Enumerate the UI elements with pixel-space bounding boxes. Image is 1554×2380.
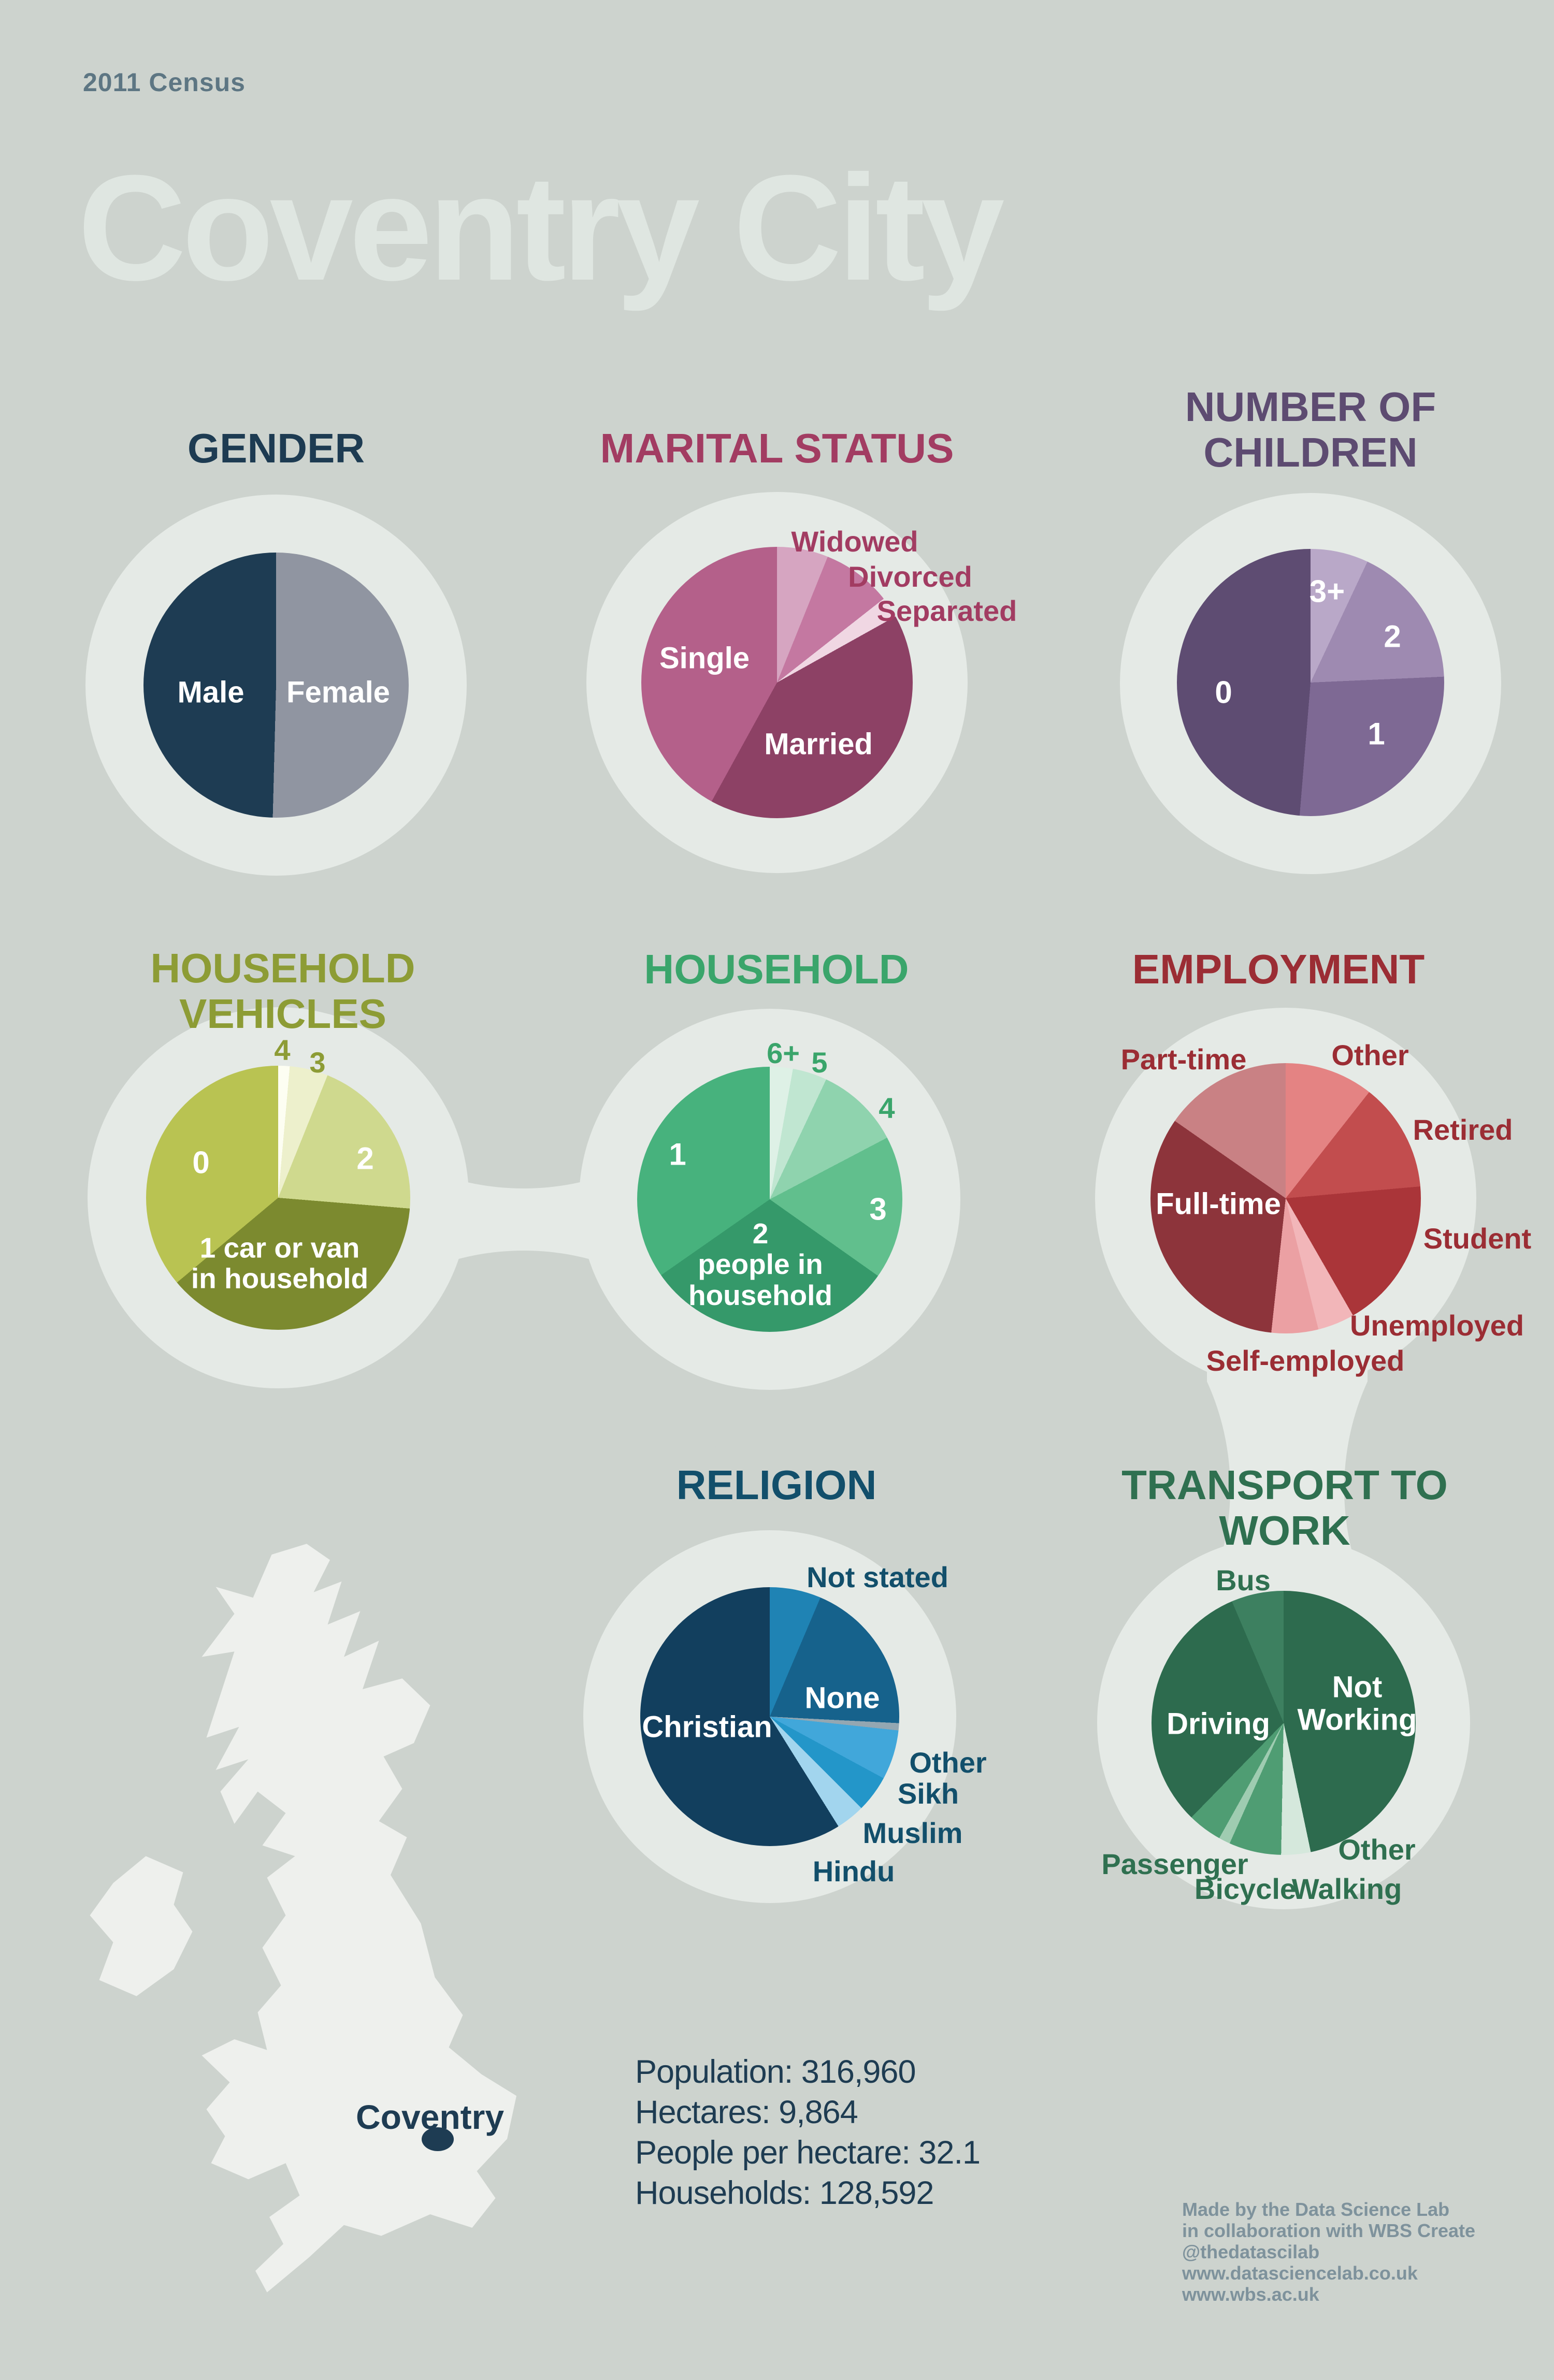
- marital-widowed-label: Widowed: [791, 525, 918, 558]
- census-eyebrow: 2011 Census: [83, 68, 246, 97]
- britain-silhouette: [202, 1544, 516, 2292]
- employment-student-label: Student: [1423, 1222, 1532, 1255]
- transport-walking-label: Walking: [1291, 1872, 1402, 1905]
- religion-notstated-label: Not stated: [807, 1560, 948, 1593]
- employment-fulltime-label: Full-time: [1156, 1187, 1281, 1221]
- marital-divorced-label: Divorced: [848, 560, 972, 593]
- employment-title: EMPLOYMENT: [1132, 946, 1425, 992]
- ireland-silhouette: [90, 1856, 193, 1996]
- children-0-label: 0: [1215, 675, 1232, 710]
- vehicles-0-label: 0: [192, 1145, 210, 1180]
- vehicles-pie: [146, 1066, 410, 1330]
- transport-pie: [1152, 1591, 1416, 1855]
- vehicles-title: HOUSEHOLD VEHICLES: [150, 945, 415, 1037]
- household-2-label: 2 people in household: [688, 1217, 833, 1311]
- transport-bus-label: Bus: [1216, 1563, 1271, 1597]
- credit-line-3: @thedatascilab: [1182, 2241, 1320, 2262]
- transport-other-label: Other: [1338, 1833, 1416, 1866]
- children-1-label: 1: [1368, 716, 1385, 751]
- household-title: HOUSEHOLD: [644, 946, 909, 992]
- religion-hindu-label: Hindu: [812, 1854, 895, 1888]
- vehicles-3-label: 3: [309, 1046, 326, 1079]
- religion-none-label: None: [804, 1681, 880, 1715]
- stat-households: Households: 128,592: [635, 2175, 934, 2211]
- religion-other-label: Other: [909, 1746, 987, 1779]
- uk-map: [90, 1544, 516, 2292]
- children-2-label: 2: [1384, 619, 1401, 654]
- vehicles-4-label: 4: [274, 1033, 291, 1066]
- household-pie: [637, 1067, 902, 1332]
- vehicles-1-label: 1 car or van in household: [191, 1231, 369, 1295]
- stat-density: People per hectare: 32.1: [635, 2135, 981, 2171]
- coventry-map-dot: [422, 2127, 454, 2151]
- household-5-label: 5: [811, 1046, 828, 1079]
- credit-line-4: www.datasciencelab.co.uk: [1182, 2262, 1418, 2284]
- employment-unemployed-label: Unemployed: [1349, 1309, 1524, 1342]
- transport-title: TRANSPORT TO WORK: [1121, 1462, 1448, 1554]
- household-1-label: 1: [669, 1137, 686, 1172]
- page-title: Coventry City: [78, 144, 1004, 312]
- credits-block: Made by the Data Science Lab in collabor…: [1182, 2199, 1475, 2305]
- marital-title: MARITAL STATUS: [600, 425, 954, 471]
- children-3plus-label: 3+: [1309, 574, 1345, 609]
- vehicles-2-label: 2: [356, 1141, 374, 1176]
- stat-hectares: Hectares: 9,864: [635, 2094, 858, 2130]
- credit-line-1: Made by the Data Science Lab: [1182, 2199, 1450, 2220]
- gender-pie: [143, 553, 409, 818]
- employment-pie: [1150, 1063, 1421, 1333]
- transport-passenger-label: Passenger: [1101, 1847, 1248, 1880]
- stat-population: Population: 316,960: [635, 2054, 916, 2090]
- credit-line-2: in collaboration with WBS Create: [1182, 2220, 1476, 2241]
- marital-pie: [641, 547, 913, 818]
- marital-separated-label: Separated: [876, 594, 1017, 627]
- religion-pie: [640, 1587, 899, 1846]
- employment-retired-label: Retired: [1413, 1113, 1513, 1146]
- employment-selfemployed-label: Self-employed: [1206, 1344, 1405, 1377]
- employment-parttime-label: Part-time: [1120, 1042, 1247, 1076]
- marital-married-label: Married: [764, 727, 873, 761]
- transport-notworking-label: Not Working: [1297, 1670, 1417, 1736]
- transport-driving-label: Driving: [1167, 1707, 1270, 1741]
- employment-other-label: Other: [1331, 1038, 1409, 1071]
- children-pie: [1177, 549, 1444, 816]
- gender-female-label: Female: [286, 675, 390, 709]
- religion-christian-label: Christian: [642, 1710, 772, 1744]
- marital-single-label: Single: [659, 641, 750, 675]
- household-3-label: 3: [869, 1192, 887, 1227]
- children-title: NUMBER OF CHILDREN: [1185, 384, 1436, 475]
- religion-muslim-label: Muslim: [862, 1816, 963, 1849]
- religion-sikh-label: Sikh: [897, 1777, 959, 1810]
- credit-line-5: www.wbs.ac.uk: [1182, 2284, 1319, 2305]
- household-4-label: 4: [879, 1091, 895, 1124]
- gender-title: GENDER: [187, 425, 365, 471]
- religion-title: RELIGION: [676, 1462, 877, 1508]
- transport-bicycle-label: Bicycle: [1194, 1872, 1297, 1905]
- stats-block: Population: 316,960 Hectares: 9,864 Peop…: [635, 2052, 981, 2213]
- gender-male-label: Male: [177, 675, 244, 709]
- household-6plus-label: 6+: [767, 1036, 800, 1069]
